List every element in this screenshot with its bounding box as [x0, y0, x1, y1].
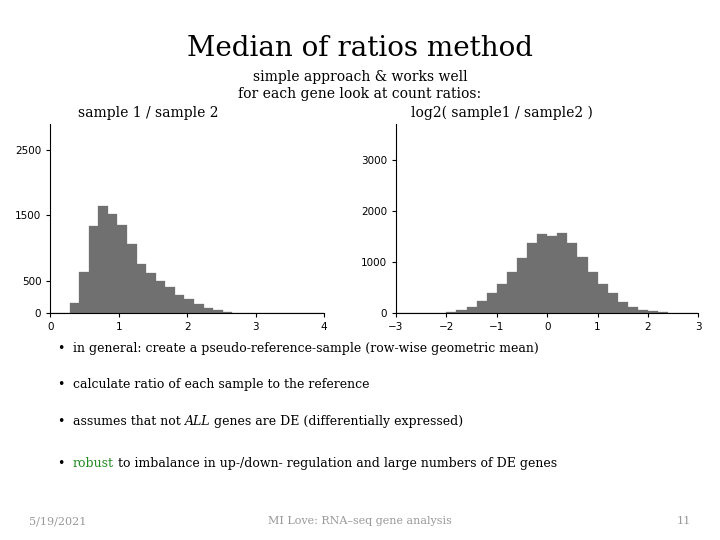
- Bar: [527, 243, 537, 313]
- Bar: [507, 272, 517, 313]
- Text: •: •: [58, 415, 73, 428]
- Text: assumes that not: assumes that not: [73, 415, 185, 428]
- Text: ALL: ALL: [185, 415, 210, 428]
- Text: in general: create a pseudo-reference-sample (row-wise geometric mean): in general: create a pseudo-reference-sa…: [73, 342, 539, 355]
- Bar: [598, 284, 608, 313]
- Bar: [628, 307, 638, 313]
- Text: •: •: [58, 342, 73, 355]
- Bar: [70, 303, 79, 313]
- Text: for each gene look at count ratios:: for each gene look at count ratios:: [238, 87, 482, 102]
- Bar: [608, 293, 618, 313]
- Bar: [184, 299, 194, 313]
- Bar: [89, 226, 99, 313]
- Bar: [213, 310, 222, 313]
- Text: sample 1 / sample 2: sample 1 / sample 2: [78, 106, 218, 120]
- Bar: [477, 301, 487, 313]
- Text: Median of ratios method: Median of ratios method: [187, 35, 533, 62]
- Bar: [537, 234, 547, 313]
- Bar: [146, 273, 156, 313]
- Text: calculate ratio of each sample to the reference: calculate ratio of each sample to the re…: [73, 379, 369, 392]
- Bar: [137, 264, 146, 313]
- Bar: [175, 294, 184, 313]
- Bar: [108, 214, 117, 313]
- Bar: [618, 302, 628, 313]
- Bar: [638, 310, 648, 313]
- Bar: [117, 225, 127, 313]
- Bar: [194, 303, 204, 313]
- Text: genes are DE (differentially expressed): genes are DE (differentially expressed): [210, 415, 464, 428]
- Bar: [517, 258, 527, 313]
- Text: robust: robust: [73, 457, 114, 470]
- Bar: [487, 293, 497, 313]
- Bar: [547, 236, 557, 313]
- Bar: [588, 272, 598, 313]
- Bar: [166, 287, 175, 313]
- Text: 5/19/2021: 5/19/2021: [29, 516, 86, 526]
- Bar: [156, 281, 166, 313]
- Bar: [497, 284, 507, 313]
- Bar: [557, 233, 567, 313]
- Bar: [127, 244, 137, 313]
- Text: •: •: [58, 379, 73, 392]
- Text: to imbalance in up-/down- regulation and large numbers of DE genes: to imbalance in up-/down- regulation and…: [114, 457, 557, 470]
- Bar: [648, 311, 658, 313]
- Bar: [98, 206, 108, 313]
- Text: log2( sample1 / sample2 ): log2( sample1 / sample2 ): [411, 106, 593, 120]
- Bar: [567, 242, 577, 313]
- Text: •: •: [58, 457, 73, 470]
- Bar: [456, 310, 467, 313]
- Bar: [204, 308, 213, 313]
- Bar: [467, 307, 477, 313]
- Text: 11: 11: [677, 516, 691, 526]
- Bar: [222, 312, 233, 313]
- Bar: [446, 312, 456, 313]
- Text: simple approach & works well: simple approach & works well: [253, 70, 467, 84]
- Text: MI Love: RNA–seq gene analysis: MI Love: RNA–seq gene analysis: [268, 516, 452, 526]
- Bar: [79, 272, 89, 313]
- Bar: [577, 258, 588, 313]
